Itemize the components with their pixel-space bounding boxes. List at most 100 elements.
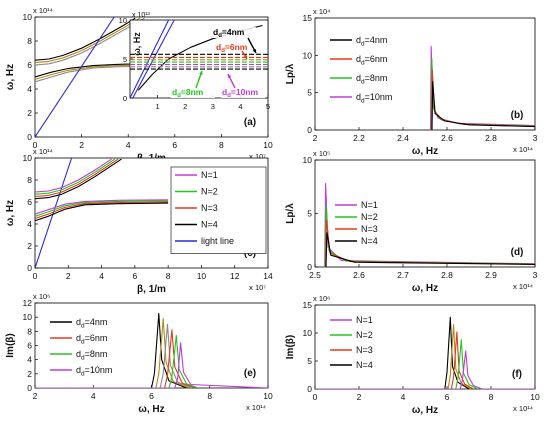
panel-c-xtick-label: 4	[99, 271, 104, 281]
panel-c-xtick-label: 0	[33, 271, 38, 281]
panel-c-y-axis-label: ω, Hz	[5, 200, 16, 226]
panel-c-ytick-label: 2	[27, 241, 32, 251]
panel-a-x-multiplier: x 10⁷	[249, 152, 266, 161]
panel-d-plot-frame	[314, 159, 536, 268]
panel-c-series-line-4	[35, 158, 119, 198]
panel-e-xtick-label: 6	[149, 391, 154, 401]
panel-e-panel-label: (e)	[244, 368, 256, 379]
panel-d-ytick-label: 0	[307, 262, 312, 272]
panel-c-xtick-label: 6	[132, 271, 137, 281]
panel-c-ytick-label: 8	[27, 175, 32, 185]
inset-annotation-label: dd=4nm	[213, 27, 245, 39]
panel-b-series-line-4	[431, 80, 535, 130]
panel-a-series-line-3	[35, 17, 145, 66]
panel-a-xtick-label: 8	[219, 140, 224, 150]
panel-c-legend-label: light line	[201, 236, 234, 246]
panel-f-y-multiplier: x 10⁶	[313, 294, 330, 303]
panel-d-legend-label: N=1	[361, 200, 378, 210]
panel-e-ytick-label: 0	[27, 383, 32, 393]
panel-a-ytick-label: 2	[27, 108, 32, 118]
panel-d-xtick-label: 2.7	[397, 270, 409, 280]
inset-arrow-head	[227, 74, 232, 78]
panel-a-xtick-label: 6	[172, 140, 177, 150]
panel-a-xtick-label: 10	[263, 140, 273, 150]
panel-f-ytick-label: 15	[303, 300, 313, 310]
panel-d-xtick-label: 3	[533, 270, 538, 280]
panel-f-xtick-label: 10	[530, 392, 540, 402]
panel-e-ytick-label: 2	[27, 369, 32, 379]
panel-a-y-axis-label: ω, Hz	[5, 64, 16, 90]
panel-f-xtick-label: 6	[445, 392, 450, 402]
panel-d-ytick-label: 10	[303, 155, 313, 165]
inset-annotation-label: dd=10nm	[222, 87, 258, 99]
inset-ytick-label: 10	[119, 16, 127, 25]
panel-f-legend-label: N=4	[356, 360, 373, 370]
panel-e-plot-frame	[34, 302, 269, 389]
panel-a-xtick-label: 4	[126, 140, 131, 150]
panel-e-legend-label: dd=10nm	[76, 365, 112, 378]
panel-c-series-line-5	[35, 158, 122, 200]
panel-e-series-line-3	[159, 323, 193, 388]
inset-series-line-1	[130, 20, 170, 98]
panel-a-series-line-2	[35, 17, 141, 64]
inset-xtick-label: 2	[183, 102, 187, 111]
panel-c-legend-label: N=4	[201, 220, 218, 230]
panel-b-y-multiplier: x 10⁴	[313, 7, 330, 16]
panel-c-xtick-label: 12	[230, 271, 240, 281]
panel-f-x-axis-label: ω, Hz	[412, 405, 438, 416]
panel-d-x-axis-label: ω, Hz	[412, 283, 438, 294]
panel-d-ytick-label: 5	[307, 209, 312, 219]
panel-f-xtick-label: 8	[489, 392, 494, 402]
inset-y-axis-label: ω, Hz	[132, 32, 142, 56]
panel-b-legend-label: dd=4nm	[356, 35, 387, 48]
panel-f-series-line-4	[455, 339, 479, 389]
panel-e-xtick-label: 4	[91, 391, 96, 401]
panel-e-legend-label: dd=4nm	[76, 317, 107, 330]
panel-b-ytick-label: 0	[307, 125, 312, 135]
panel-f-plot-frame	[314, 304, 536, 390]
panel-a-xtick-label: 0	[33, 140, 38, 150]
panel-c-y-multiplier: x 10¹⁴	[33, 147, 53, 156]
inset-xtick-label: 3	[211, 102, 215, 111]
panel-d-xtick-label: 2.5	[309, 270, 321, 280]
panel-b-xtick-label: 2.8	[485, 133, 497, 143]
panel-f-x-multiplier: x 10¹⁴	[513, 404, 533, 413]
panel-e-series-line-6	[35, 342, 268, 388]
panel-e-series-line-5	[168, 335, 199, 388]
panel-f-xtick-label: 0	[313, 392, 318, 402]
panel-d-xtick-label: 2.9	[485, 270, 497, 280]
panel-c-series-line-8	[35, 201, 169, 220]
panel-e-y-axis-label: Im(β)	[5, 333, 16, 357]
panel-e-ytick-label: 4	[27, 355, 32, 365]
panel-e-legend-label: dd=6nm	[76, 333, 107, 346]
panel-c-xtick-label: 8	[166, 271, 171, 281]
panel-b-x-multiplier: x 10¹⁴	[513, 145, 533, 154]
panel-c-ytick-label: 10	[23, 153, 33, 163]
panel-b-plot-frame	[314, 17, 536, 131]
panel-d-panel-label: (d)	[511, 247, 524, 258]
inset-arrow-head	[199, 71, 203, 75]
panel-c-ytick-label: 0	[27, 263, 32, 273]
panel-b-xtick-label: 2.6	[441, 133, 453, 143]
inset-annotation-bg	[171, 87, 215, 98]
panel-f-ytick-label: 5	[307, 356, 312, 366]
panel-a-series-line-4	[35, 63, 140, 78]
panel-b-ytick-label: 10	[303, 50, 313, 60]
inset-annotation-bg	[212, 27, 256, 38]
panel-c-ytick-label: 6	[27, 197, 32, 207]
panel-a-series-line-6	[35, 65, 140, 83]
panel-d-x-multiplier: x 10¹⁴	[513, 282, 533, 291]
panel-b-ytick-label: 15	[303, 13, 313, 23]
panel-b-xtick-label: 2.4	[397, 133, 409, 143]
inset-annotation-bg	[221, 87, 265, 98]
inset-y-multiplier: x 10¹³	[132, 12, 151, 19]
panel-f-xtick-label: 2	[357, 392, 362, 402]
panel-b-y-axis-label: Lp/λ	[285, 63, 296, 84]
inset-annotation-label: dd=8nm	[172, 87, 204, 99]
panel-e-xtick-label: 2	[33, 391, 38, 401]
panel-b-legend-label: dd=8nm	[356, 73, 387, 86]
panel-c-x-axis-label: β, 1/m	[137, 284, 166, 295]
panel-c-series-line-6	[35, 199, 169, 215]
panel-d-xtick-label: 2.6	[353, 270, 365, 280]
panel-e-x-multiplier: x 10¹⁴	[246, 403, 266, 412]
